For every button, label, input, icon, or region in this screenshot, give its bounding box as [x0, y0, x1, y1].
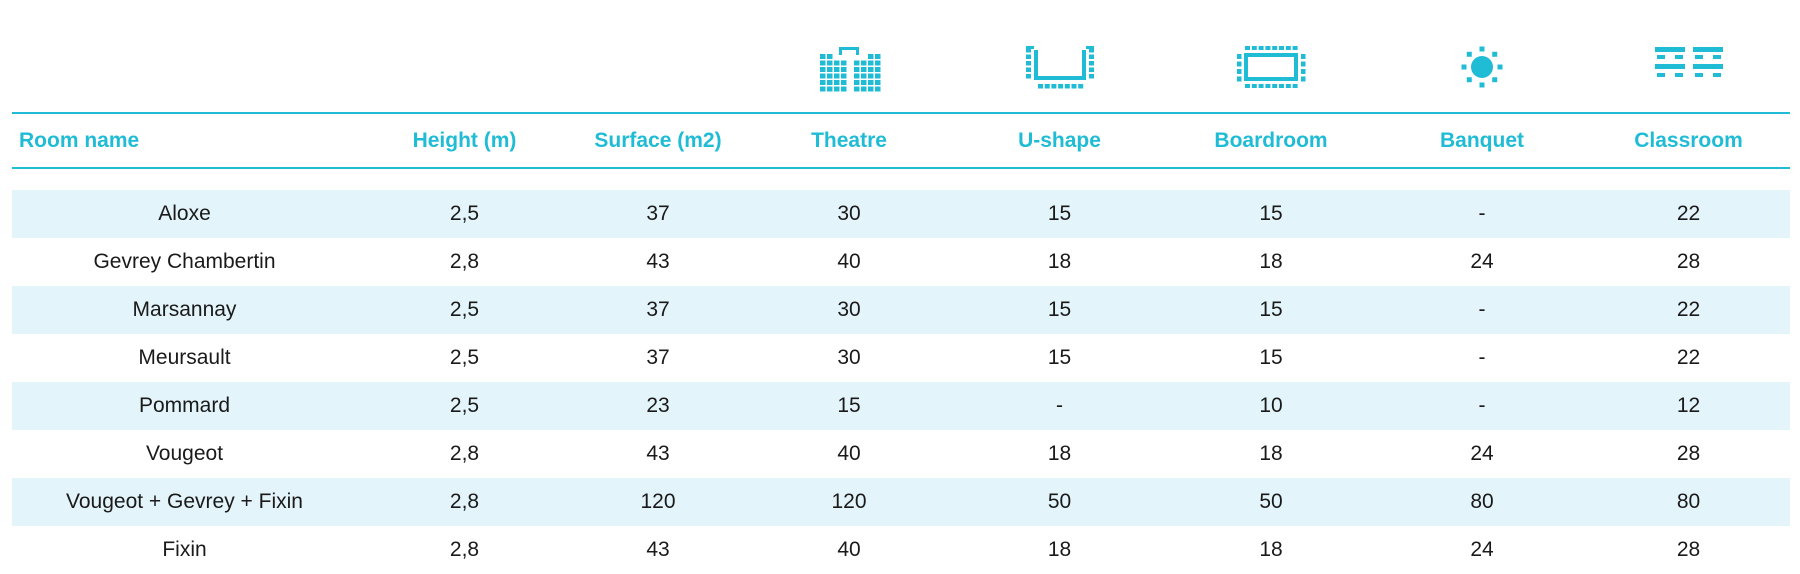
cell-theatre: 120 — [744, 478, 954, 526]
cell-surface: 37 — [646, 346, 670, 369]
cell-theatre: 40 — [837, 538, 861, 561]
cell-height: 2,8 — [449, 250, 480, 273]
cell-classroom: 22 — [1587, 286, 1790, 334]
theatre-layout-icon — [820, 47, 881, 92]
cell-room-name: Aloxe — [12, 190, 357, 238]
room-capacity-table-container: Room name Height (m) Surface (m2) Theatr… — [12, 0, 1790, 574]
cell-banquet: - — [1478, 346, 1486, 369]
cell-banquet: 80 — [1377, 478, 1587, 526]
column-header-banquet: Banquet — [1377, 113, 1587, 169]
cell-banquet: - — [1377, 190, 1587, 238]
cell-height: 2,5 — [357, 382, 572, 430]
cell-surface: 43 — [646, 538, 670, 561]
column-header-u-shape: U-shape — [954, 113, 1165, 169]
icon-cell-ushape — [954, 0, 1165, 114]
cell-room-name: Meursault — [138, 346, 231, 369]
table-row: Meursault 2,5 37 30 15 15 - 22 — [12, 334, 1790, 382]
cell-boardroom: 15 — [1259, 346, 1283, 369]
cell-room-name: Gevrey Chambertin — [93, 250, 276, 273]
cell-height: 2,8 — [357, 478, 572, 526]
table-row: Vougeot 2,8 43 40 18 18 24 28 — [12, 430, 1790, 478]
cell-banquet: 24 — [1470, 250, 1494, 273]
column-header-height: Height (m) — [357, 113, 572, 169]
cell-classroom: 22 — [1676, 346, 1701, 369]
cell-theatre: 30 — [837, 346, 861, 369]
cell-theatre: 40 — [837, 250, 861, 273]
cell-classroom: 80 — [1587, 478, 1790, 526]
column-header-theatre: Theatre — [744, 113, 954, 169]
cell-height: 2,5 — [357, 190, 572, 238]
column-header-classroom: Classroom — [1587, 113, 1790, 169]
classroom-layout-icon — [1654, 47, 1723, 77]
cell-boardroom: 50 — [1165, 478, 1377, 526]
cell-surface: 37 — [572, 286, 744, 334]
cell-surface: 120 — [572, 478, 744, 526]
cell-boardroom: 15 — [1165, 190, 1377, 238]
cell-surface: 43 — [646, 250, 670, 273]
cell-u-shape: 18 — [1047, 250, 1072, 273]
cell-room-name: Vougeot + Gevrey + Fixin — [12, 478, 357, 526]
table-row: Marsannay 2,5 37 30 15 15-22 — [12, 286, 1790, 334]
cell-boardroom: 10 — [1165, 382, 1377, 430]
icon-cell-empty — [357, 0, 572, 114]
cell-u-shape: 15 — [954, 190, 1165, 238]
u-shape-layout-icon — [1025, 46, 1094, 89]
layout-icon-row — [12, 0, 1790, 114]
cell-classroom: 28 — [1676, 250, 1701, 273]
cell-u-shape: 18 — [1047, 538, 1072, 561]
cell-surface: 23 — [572, 382, 744, 430]
column-header-room-name: Room name — [12, 113, 357, 169]
icon-cell-theatre — [744, 0, 954, 114]
table-row: Gevrey Chambertin 2,8 43 40 18 18 24 28 — [12, 238, 1790, 286]
room-capacity-table: Room name Height (m) Surface (m2) Theatr… — [12, 0, 1790, 574]
header-spacer — [12, 168, 1790, 190]
cell-u-shape: 15 — [954, 286, 1165, 334]
cell-surface: 43 — [646, 442, 670, 465]
table-body: Aloxe 2,5 37 30 15 15-22 Gevrey Chambertin 2,8 4… — [12, 168, 1790, 574]
cell-theatre: 30 — [744, 286, 954, 334]
cell-theatre: 30 — [744, 190, 954, 238]
icon-cell-empty — [12, 0, 357, 114]
cell-room-name: Pommard — [12, 382, 357, 430]
column-header-surface: Surface (m2) — [572, 113, 744, 169]
column-header-boardroom: Boardroom — [1165, 113, 1377, 169]
cell-room-name: Fixin — [162, 538, 207, 561]
cell-boardroom: 18 — [1259, 442, 1283, 465]
cell-boardroom: 18 — [1259, 538, 1283, 561]
cell-u-shape: 15 — [1047, 346, 1072, 369]
cell-banquet: 24 — [1470, 442, 1494, 465]
cell-classroom: 22 — [1587, 190, 1790, 238]
cell-banquet: - — [1377, 382, 1587, 430]
column-header-row: Room name Height (m) Surface (m2) Theatr… — [12, 113, 1790, 169]
cell-height: 2,5 — [449, 346, 480, 369]
cell-boardroom: 18 — [1259, 250, 1283, 273]
cell-theatre: 40 — [837, 442, 861, 465]
cell-height: 2,8 — [449, 538, 480, 561]
icon-cell-empty — [572, 0, 744, 114]
cell-room-name: Vougeot — [145, 442, 224, 465]
cell-classroom: 12 — [1587, 382, 1790, 430]
table-row: Pommard 2,5 23 15-10-12 — [12, 382, 1790, 430]
cell-banquet: 24 — [1470, 538, 1494, 561]
cell-surface: 37 — [572, 190, 744, 238]
icon-cell-classroom — [1587, 0, 1790, 114]
cell-u-shape: 18 — [1047, 442, 1072, 465]
banquet-layout-icon — [1461, 46, 1503, 88]
cell-u-shape: - — [954, 382, 1165, 430]
icon-cell-boardroom — [1165, 0, 1377, 114]
table-row: Fixin 2,8 43 40 18 18 24 28 — [12, 526, 1790, 574]
cell-boardroom: 15 — [1165, 286, 1377, 334]
table-row: Vougeot + Gevrey + Fixin 2,8 120 120 50 50 80 8… — [12, 478, 1790, 526]
cell-room-name: Marsannay — [12, 286, 357, 334]
cell-classroom: 28 — [1676, 538, 1701, 561]
boardroom-layout-icon — [1237, 46, 1306, 88]
table-row: Aloxe 2,5 37 30 15 15-22 — [12, 190, 1790, 238]
icon-cell-banquet — [1377, 0, 1587, 114]
cell-height: 2,5 — [357, 286, 572, 334]
cell-height: 2,8 — [449, 442, 480, 465]
cell-classroom: 28 — [1676, 442, 1701, 465]
cell-theatre: 15 — [744, 382, 954, 430]
cell-u-shape: 50 — [954, 478, 1165, 526]
cell-banquet: - — [1377, 286, 1587, 334]
